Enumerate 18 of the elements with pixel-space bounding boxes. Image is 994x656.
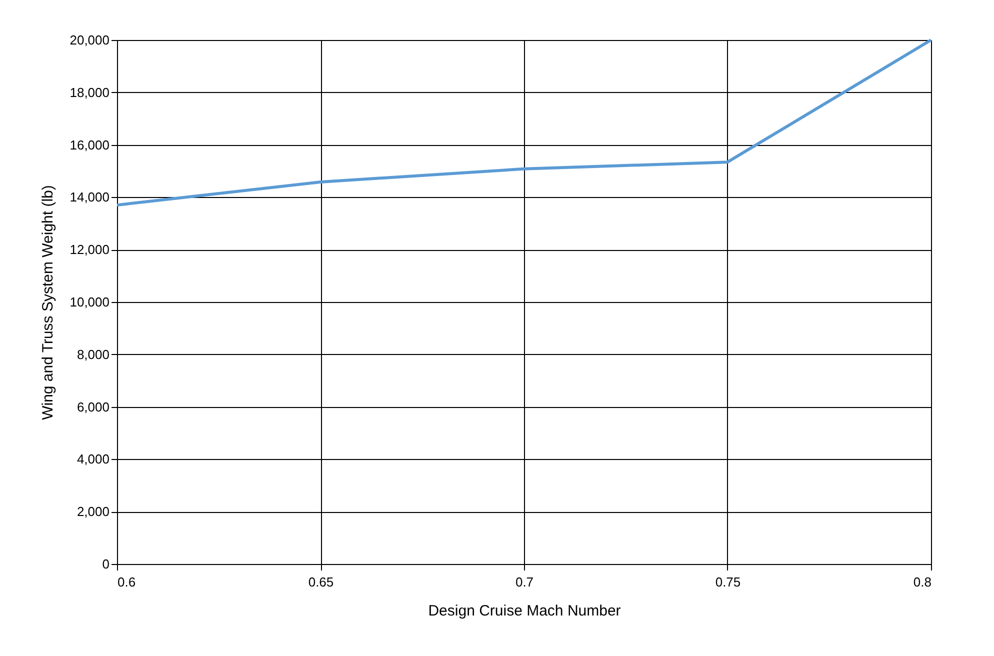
y-axis-title: Wing and Truss System Weight (lb) <box>40 185 57 420</box>
x-tick-label: 0.65 <box>308 574 334 590</box>
y-tick-label: 10,000 <box>70 294 110 310</box>
x-axis-title: Design Cruise Mach Number <box>428 602 621 620</box>
y-tick-label: 8,000 <box>76 346 110 362</box>
x-tick-label: 0.6 <box>118 574 136 590</box>
y-tick-label: 2,000 <box>76 504 110 520</box>
y-tick-label: 4,000 <box>76 452 110 467</box>
x-tick-label: 0.8 <box>913 574 932 590</box>
y-tick-label: 6,000 <box>76 399 110 414</box>
x-tick-label: 0.7 <box>515 574 534 590</box>
y-tick-label: 18,000 <box>70 84 110 100</box>
y-tick-label: 20,000 <box>70 32 110 48</box>
y-tick-label: 16,000 <box>70 137 110 152</box>
y-tick-label: 14,000 <box>70 190 110 205</box>
y-tick-label: 0 <box>102 556 110 572</box>
x-tick-label: 0.75 <box>715 574 741 590</box>
y-tick-label: 12,000 <box>70 242 110 258</box>
